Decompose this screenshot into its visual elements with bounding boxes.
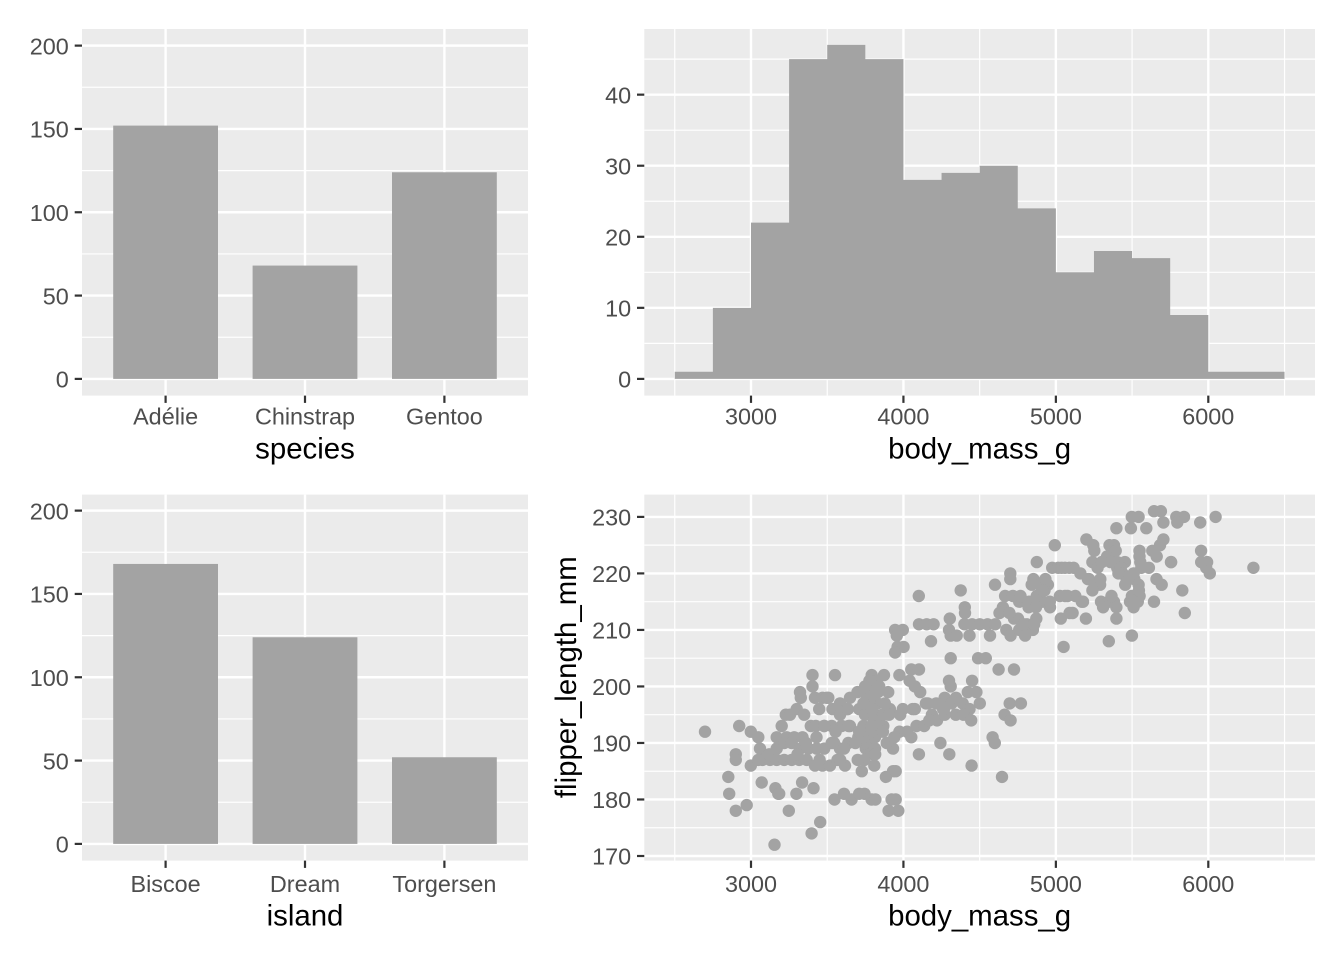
svg-text:Dream: Dream [270, 871, 340, 897]
svg-text:40: 40 [605, 82, 631, 108]
svg-text:6000: 6000 [1182, 403, 1234, 429]
svg-text:200: 200 [592, 674, 631, 700]
svg-text:0: 0 [56, 832, 69, 858]
svg-text:Biscoe: Biscoe [130, 871, 200, 897]
svg-text:5000: 5000 [1030, 871, 1082, 897]
svg-text:0: 0 [56, 367, 69, 393]
svg-text:100: 100 [30, 200, 69, 226]
svg-text:Adélie: Adélie [133, 403, 198, 429]
svg-text:50: 50 [43, 283, 69, 309]
svg-text:170: 170 [592, 844, 631, 870]
svg-text:5000: 5000 [1030, 403, 1082, 429]
svg-text:species: species [255, 433, 355, 466]
svg-text:190: 190 [592, 731, 631, 757]
svg-text:200: 200 [30, 498, 69, 524]
svg-text:3000: 3000 [725, 871, 777, 897]
svg-text:50: 50 [43, 748, 69, 774]
svg-text:200: 200 [30, 33, 69, 59]
svg-text:6000: 6000 [1182, 871, 1234, 897]
svg-text:220: 220 [592, 561, 631, 587]
svg-text:island: island [267, 900, 344, 933]
svg-text:4000: 4000 [877, 403, 929, 429]
svg-text:Torgersen: Torgersen [392, 871, 496, 897]
svg-text:body_mass_g: body_mass_g [888, 433, 1071, 466]
svg-text:150: 150 [30, 582, 69, 608]
svg-text:180: 180 [592, 787, 631, 813]
svg-text:230: 230 [592, 505, 631, 531]
svg-text:Chinstrap: Chinstrap [255, 403, 355, 429]
svg-text:Gentoo: Gentoo [406, 403, 483, 429]
svg-text:150: 150 [30, 117, 69, 143]
svg-text:0: 0 [618, 367, 631, 393]
svg-text:body_mass_g: body_mass_g [888, 900, 1071, 933]
svg-text:20: 20 [605, 224, 631, 250]
svg-text:210: 210 [592, 618, 631, 644]
svg-text:100: 100 [30, 665, 69, 691]
svg-text:4000: 4000 [877, 871, 929, 897]
svg-text:flipper_length_mm: flipper_length_mm [550, 556, 583, 798]
svg-text:3000: 3000 [725, 403, 777, 429]
svg-text:10: 10 [605, 296, 631, 322]
svg-text:30: 30 [605, 153, 631, 179]
